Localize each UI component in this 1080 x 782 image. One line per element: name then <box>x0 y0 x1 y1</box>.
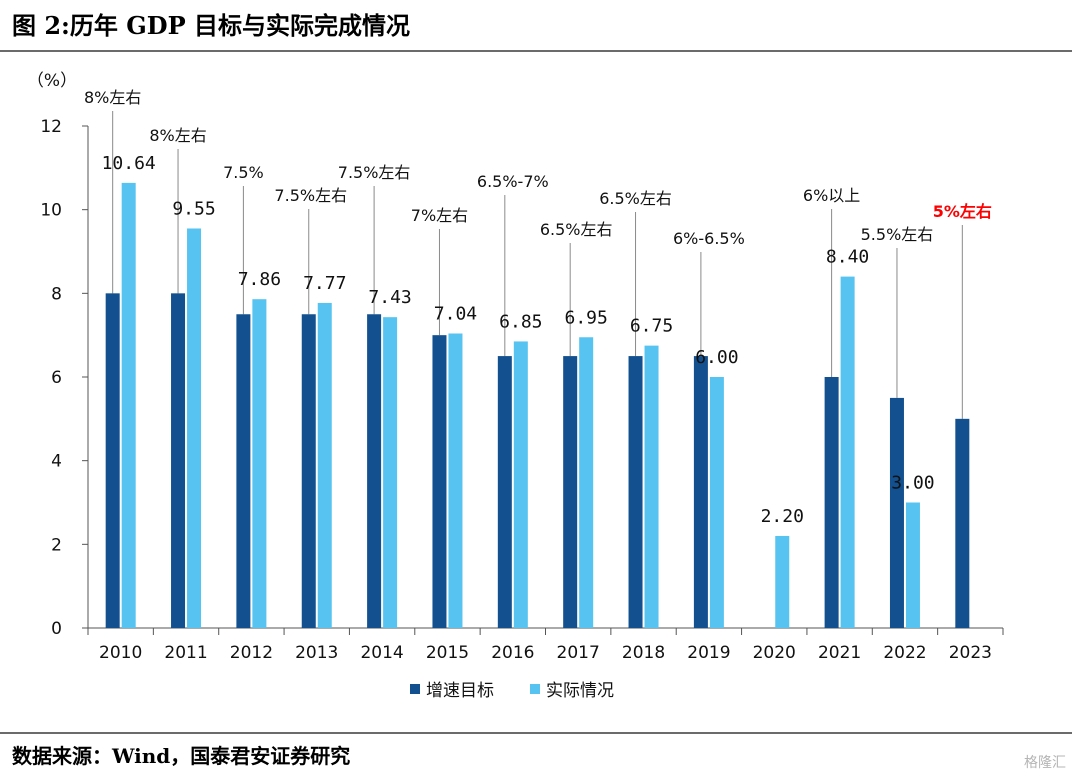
target-label: 5.5%左右 <box>861 225 934 244</box>
y-tick-label: 0 <box>51 619 62 639</box>
x-tick-label: 2018 <box>622 643 665 663</box>
target-bar <box>367 314 382 628</box>
actual-value-label: 9.55 <box>172 198 215 219</box>
actual-bar <box>905 502 920 628</box>
target-bar <box>628 356 643 628</box>
x-tick-label: 2019 <box>687 643 730 663</box>
actual-value-label: 7.86 <box>238 269 281 290</box>
actual-value-label: 6.00 <box>695 347 738 368</box>
target-bar <box>824 377 839 628</box>
x-tick-label: 2015 <box>426 643 469 663</box>
actual-bar <box>644 345 659 628</box>
target-label: 8%左右 <box>84 88 141 107</box>
chart-axes: （%） 0 2 4 6 8 10 12 2010 2011 2012 2013 2014 2015 2016… <box>27 71 1004 663</box>
target-bar <box>171 293 186 628</box>
x-tick-label: 2010 <box>99 643 142 663</box>
y-axis-unit-label: （%） <box>27 71 77 91</box>
actual-value-label: 8.40 <box>826 247 869 268</box>
legend-swatch-actual <box>530 684 540 694</box>
actual-bar <box>252 299 267 628</box>
target-label: 6%以上 <box>803 186 860 205</box>
x-tick-label: 2017 <box>557 643 600 663</box>
page-title: 图 2:历年 GDP 目标与实际完成情况 <box>12 11 410 40</box>
legend-swatch-target <box>410 684 420 694</box>
y-tick-label: 4 <box>51 452 62 472</box>
watermark: 格隆汇 <box>1024 755 1066 771</box>
target-bar <box>563 356 578 628</box>
x-tick-label: 2016 <box>491 643 534 663</box>
actual-value-label: 2.20 <box>761 506 804 527</box>
target-label: 8%左右 <box>149 126 206 145</box>
x-tick-label: 2020 <box>753 643 796 663</box>
target-bar <box>955 418 970 628</box>
actual-bar <box>840 276 855 628</box>
actual-bar <box>448 333 463 628</box>
x-tick-label: 2013 <box>295 643 338 663</box>
x-tick-label: 2021 <box>818 643 861 663</box>
target-label: 6.5%左右 <box>599 189 672 208</box>
actual-bar <box>187 228 202 628</box>
gdp-chart: （%） 0 2 4 6 8 10 12 2010 2011 2012 2013 2014 2015 2016… <box>27 71 1004 701</box>
actual-value-label: 6.95 <box>564 307 607 328</box>
target-bar <box>236 314 251 628</box>
x-tick-label: 2011 <box>164 643 207 663</box>
target-leader-lines <box>112 111 963 419</box>
target-bar <box>432 335 447 628</box>
target-bar <box>497 356 512 628</box>
target-label: 7%左右 <box>411 206 468 225</box>
x-tick-label: 2012 <box>230 643 273 663</box>
data-source-note: 数据来源：Wind，国泰君安证券研究 <box>12 744 351 768</box>
legend-label-target: 增速目标 <box>426 681 494 701</box>
actual-value-label: 7.77 <box>303 273 346 294</box>
actual-value-label: 7.43 <box>368 287 411 308</box>
y-tick-label: 8 <box>51 284 62 304</box>
target-label: 6.5%-7% <box>477 172 549 191</box>
target-label: 5%左右 <box>933 202 992 221</box>
target-label: 6.5%左右 <box>540 220 613 239</box>
target-bar <box>889 397 904 628</box>
actual-bar <box>121 182 136 629</box>
bottom-divider <box>0 732 1072 734</box>
target-bar <box>105 293 120 628</box>
actual-bar <box>579 337 594 628</box>
actual-bar <box>775 535 790 628</box>
target-label: 7.5%左右 <box>274 186 347 205</box>
y-tick-label: 6 <box>51 368 62 388</box>
chart-legend: 增速目标 实际情况 <box>410 681 614 701</box>
actual-value-label: 3.00 <box>891 473 934 494</box>
actual-bar <box>513 341 528 628</box>
actual-bar <box>317 302 332 628</box>
actual-value-label: 6.85 <box>499 311 542 332</box>
x-tick-label: 2022 <box>883 643 926 663</box>
legend-label-actual: 实际情况 <box>546 681 614 701</box>
target-bar <box>301 314 316 628</box>
actual-value-label: 7.04 <box>434 303 477 324</box>
target-label: 6%-6.5% <box>673 229 745 248</box>
y-tick-label: 2 <box>51 535 62 555</box>
target-label: 7.5% <box>223 163 264 182</box>
actual-bar <box>383 317 398 628</box>
actual-bar <box>709 377 724 628</box>
chart-bars <box>105 182 970 629</box>
actual-value-label: 6.75 <box>630 316 673 337</box>
top-divider <box>0 50 1072 52</box>
target-bar <box>693 356 708 628</box>
y-tick-label: 10 <box>40 201 62 221</box>
x-tick-label: 2014 <box>360 643 403 663</box>
target-label: 7.5%左右 <box>338 163 411 182</box>
chart-labels: 8%左右 10.64 8%左右 9.55 7.5% 7.86 7.5%左右 7.77 7.5%左… <box>84 88 992 527</box>
y-tick-label: 12 <box>40 117 62 137</box>
x-tick-label: 2023 <box>949 643 992 663</box>
actual-value-label: 10.64 <box>102 153 156 174</box>
